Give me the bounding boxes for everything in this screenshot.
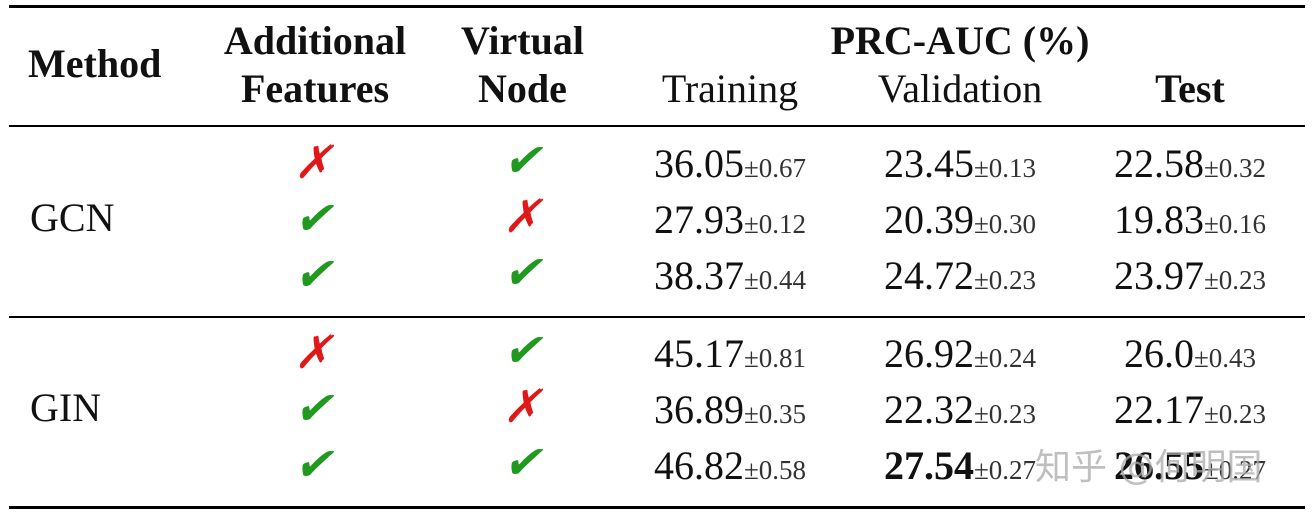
training-value: 46.82 <box>653 443 744 488</box>
cross-icon: ✗ <box>293 327 333 378</box>
method-label: GCN <box>30 195 115 240</box>
test-std: ±0.16 <box>1203 209 1267 239</box>
training-value: 36.89 <box>653 387 744 432</box>
check-icon: ✔ <box>293 193 333 244</box>
validation-cell: 27.54±0.27 <box>855 442 1065 494</box>
test-std: ±0.27 <box>1203 455 1267 485</box>
training-cell: 27.93±0.12 <box>630 196 830 248</box>
test-value: 22.58 <box>1113 141 1204 186</box>
cross-icon: ✗ <box>293 137 333 188</box>
validation-value: 24.72 <box>883 253 974 298</box>
validation-value: 22.32 <box>883 387 974 432</box>
header-additional: Additional <box>223 18 407 63</box>
validation-std: ±0.30 <box>973 209 1037 239</box>
top-rule <box>9 5 1305 8</box>
header-node: Node <box>478 66 567 111</box>
training-value: 27.93 <box>653 197 744 242</box>
training-cell: 38.37±0.44 <box>630 252 830 304</box>
header-method: Method <box>28 41 162 86</box>
training-std: ±0.12 <box>743 209 807 239</box>
header-features: Features <box>240 66 390 111</box>
header-validation: Validation <box>877 66 1043 111</box>
test-std: ±0.23 <box>1203 265 1267 295</box>
test-std: ±0.32 <box>1203 153 1267 183</box>
test-value: 19.83 <box>1113 197 1204 242</box>
training-std: ±0.81 <box>743 343 807 373</box>
training-std: ±0.67 <box>743 153 807 183</box>
watermark: 知乎 @何明国 <box>1035 447 1263 488</box>
check-icon: ✔ <box>293 383 333 434</box>
validation-value: 23.45 <box>883 141 974 186</box>
training-cell: 36.89±0.35 <box>630 386 830 438</box>
validation-value: 27.54 <box>883 443 974 488</box>
check-icon: ✔ <box>293 249 333 300</box>
method-label: GIN <box>30 385 102 430</box>
header-test: Test <box>1155 66 1225 111</box>
training-cell: 36.05±0.67 <box>630 140 830 192</box>
test-value: 23.97 <box>1113 253 1204 298</box>
training-std: ±0.58 <box>743 455 807 485</box>
cross-icon: ✗ <box>502 191 542 242</box>
test-value: 22.17 <box>1113 387 1204 432</box>
validation-std: ±0.13 <box>973 153 1037 183</box>
validation-cell: 24.72±0.23 <box>855 252 1065 304</box>
training-value: 38.37 <box>653 253 744 298</box>
validation-std: ±0.23 <box>973 399 1037 429</box>
validation-value: 26.92 <box>883 331 974 376</box>
group-rule <box>9 316 1305 318</box>
check-icon: ✔ <box>502 325 542 376</box>
test-std: ±0.43 <box>1193 343 1257 373</box>
test-value: 26.55 <box>1113 443 1204 488</box>
test-cell: 23.97±0.23 <box>1090 252 1290 304</box>
training-std: ±0.44 <box>743 265 807 295</box>
training-std: ±0.35 <box>743 399 807 429</box>
validation-cell: 26.92±0.24 <box>855 330 1065 382</box>
training-value: 45.17 <box>653 331 744 376</box>
bottom-rule <box>9 506 1305 509</box>
validation-cell: 23.45±0.13 <box>855 140 1065 192</box>
header-virtual: Virtual <box>461 18 584 63</box>
validation-std: ±0.23 <box>973 265 1037 295</box>
header-metric: PRC-AUC (%) <box>830 18 1090 63</box>
training-value: 36.05 <box>653 141 744 186</box>
test-cell: 26.55±0.27 <box>1090 442 1290 494</box>
check-icon: ✔ <box>293 439 333 490</box>
test-cell: 26.0±0.43 <box>1090 330 1290 382</box>
test-value: 26.0 <box>1123 331 1194 376</box>
validation-value: 20.39 <box>883 197 974 242</box>
validation-cell: 20.39±0.30 <box>855 196 1065 248</box>
test-cell: 19.83±0.16 <box>1090 196 1290 248</box>
check-icon: ✔ <box>502 437 542 488</box>
validation-std: ±0.24 <box>973 343 1037 373</box>
header-rule <box>9 125 1305 127</box>
validation-cell: 22.32±0.23 <box>855 386 1065 438</box>
header-training: Training <box>661 66 799 111</box>
test-std: ±0.23 <box>1203 399 1267 429</box>
check-icon: ✔ <box>502 247 542 298</box>
training-cell: 46.82±0.58 <box>630 442 830 494</box>
training-cell: 45.17±0.81 <box>630 330 830 382</box>
check-icon: ✔ <box>502 135 542 186</box>
cross-icon: ✗ <box>502 381 542 432</box>
test-cell: 22.58±0.32 <box>1090 140 1290 192</box>
validation-std: ±0.27 <box>973 455 1037 485</box>
test-cell: 22.17±0.23 <box>1090 386 1290 438</box>
